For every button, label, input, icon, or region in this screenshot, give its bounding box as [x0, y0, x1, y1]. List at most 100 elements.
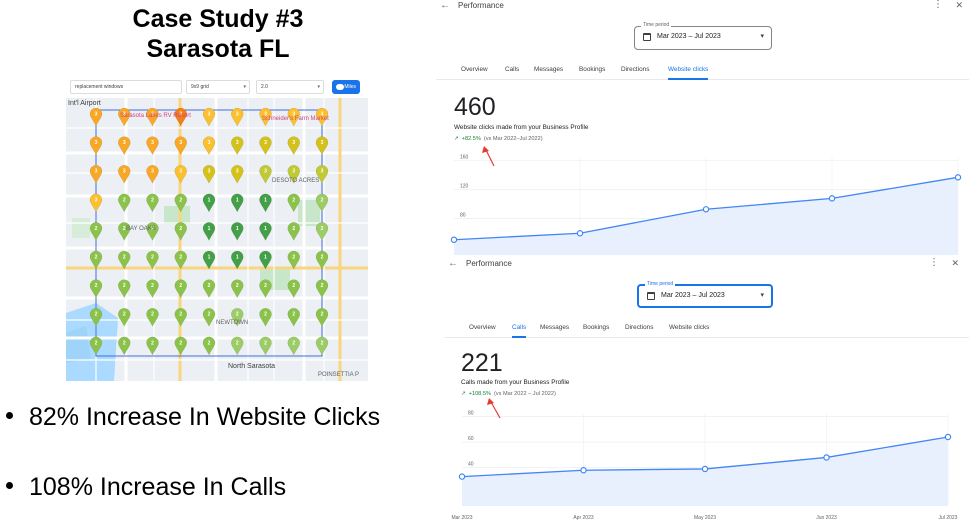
rank-pin[interactable]: 2 — [146, 336, 159, 356]
rank-pin[interactable]: 2 — [89, 336, 103, 356]
tab-directions[interactable]: Directions — [625, 324, 654, 331]
rank-pin[interactable]: 2 — [174, 222, 188, 241]
data-point[interactable] — [823, 454, 830, 461]
rank-pin[interactable]: 2 — [174, 336, 188, 356]
rank-pin[interactable]: 3 — [315, 164, 329, 184]
back-arrow-icon[interactable]: ← — [448, 258, 458, 269]
rank-pin[interactable]: 2 — [230, 279, 244, 299]
rank-pin[interactable]: 2 — [315, 307, 329, 327]
rank-pin[interactable]: 3 — [315, 136, 329, 156]
rank-pin[interactable]: 2 — [230, 336, 244, 356]
rank-pin[interactable]: 2 — [287, 279, 301, 299]
more-vert-icon[interactable]: ⋮ — [933, 0, 943, 10]
close-icon[interactable]: ✕ — [955, 0, 963, 10]
rank-pin[interactable]: 3 — [174, 107, 188, 127]
rank-pin[interactable]: 1 — [202, 222, 216, 241]
rank-pin[interactable]: 1 — [259, 222, 272, 241]
rank-pin[interactable]: 2 — [117, 193, 131, 213]
rank-pin[interactable]: 2 — [287, 307, 301, 327]
rank-pin[interactable]: 3 — [202, 107, 216, 127]
rank-pin[interactable]: 2 — [146, 307, 159, 327]
rank-pin[interactable]: 2 — [259, 336, 272, 356]
data-point[interactable] — [450, 236, 458, 243]
rank-pin[interactable]: 1 — [259, 250, 272, 270]
tab-calls[interactable]: Calls — [505, 66, 520, 73]
rank-pin[interactable]: 2 — [117, 279, 131, 299]
rank-pin[interactable]: 2 — [146, 193, 159, 213]
rank-pin[interactable]: 1 — [230, 250, 244, 270]
rank-pin[interactable]: 3 — [287, 136, 301, 156]
rank-pin[interactable]: 3 — [174, 164, 188, 184]
tab-calls[interactable]: Calls — [512, 322, 527, 338]
rank-pin[interactable]: 3 — [174, 136, 188, 156]
rank-pin[interactable]: 3 — [287, 107, 301, 127]
rank-pin[interactable]: 2 — [315, 250, 329, 270]
tab-messages[interactable]: Messages — [540, 324, 570, 331]
data-point[interactable] — [580, 467, 587, 474]
tab-bookings[interactable]: Bookings — [583, 324, 610, 331]
rank-pin[interactable]: 2 — [287, 336, 301, 356]
rank-pin[interactable]: 2 — [202, 279, 216, 299]
rank-pin[interactable]: 1 — [230, 222, 244, 241]
data-point[interactable] — [701, 465, 709, 473]
rank-pin[interactable]: 3 — [202, 164, 216, 184]
rank-pin[interactable]: 1 — [202, 193, 216, 213]
rank-pin[interactable]: 2 — [117, 336, 131, 356]
time-period-select[interactable]: Time period Mar 2023 – Jul 2023 ▾ — [634, 22, 772, 50]
time-period-select[interactable]: Time period Mar 2023 – Jul 2023 ▾ — [637, 281, 773, 308]
tab-overview[interactable]: Overview — [461, 66, 488, 73]
rank-pin[interactable]: 2 — [146, 250, 159, 270]
rank-pin[interactable]: 2 — [117, 222, 131, 241]
rank-pin[interactable]: 1 — [202, 250, 216, 270]
tab-overview[interactable]: Overview — [469, 324, 496, 331]
data-point[interactable] — [954, 174, 962, 181]
rank-pin[interactable]: 3 — [202, 136, 216, 156]
rank-pin[interactable]: 2 — [259, 307, 272, 327]
rank-pin[interactable]: 3 — [146, 164, 159, 184]
close-icon[interactable]: ✕ — [951, 258, 959, 268]
rank-pin[interactable]: 3 — [259, 164, 272, 184]
rank-pin[interactable]: 2 — [117, 250, 131, 270]
rank-pin[interactable]: 3 — [315, 107, 329, 127]
rank-pin[interactable]: 2 — [287, 222, 301, 241]
rank-pin[interactable]: 2 — [202, 336, 216, 356]
rank-pin[interactable]: 3 — [89, 107, 103, 127]
rank-pin[interactable]: 2 — [287, 250, 301, 270]
rank-pin[interactable]: 2 — [174, 279, 188, 299]
keyword-input[interactable]: replacement windows — [70, 80, 182, 94]
map-canvas[interactable]: 3 3 3 3 3 3 3 3 3 3 3 3 3 3 3 3 3 3 3 3 3 3 3 3 3 3 3 3 2 2 2 1 1 1 2 2 2 2 2 2… — [66, 98, 368, 381]
rank-pin[interactable]: 2 — [174, 307, 188, 327]
rank-pin[interactable]: 2 — [117, 307, 131, 327]
rank-pin[interactable]: 3 — [259, 107, 272, 127]
tab-website-clicks[interactable]: Website clicks — [669, 324, 710, 331]
rank-pin[interactable]: 3 — [117, 107, 131, 127]
data-point[interactable] — [702, 206, 710, 213]
tab-messages[interactable]: Messages — [534, 66, 564, 73]
distance-select[interactable]: 2.0 ▾ — [256, 80, 324, 94]
rank-pin[interactable]: 2 — [89, 279, 103, 299]
data-point[interactable] — [458, 473, 466, 480]
rank-pin[interactable]: 2 — [89, 222, 103, 241]
rank-pin[interactable]: 3 — [89, 136, 103, 156]
rank-pin[interactable]: 3 — [230, 164, 244, 184]
data-point[interactable] — [828, 195, 836, 202]
rank-pin[interactable]: 2 — [146, 279, 159, 299]
rank-pin[interactable]: 2 — [146, 222, 159, 241]
rank-pin[interactable]: 3 — [146, 136, 159, 156]
rank-pin[interactable]: 3 — [230, 136, 244, 156]
grid-size-select[interactable]: 9x9 grid ▾ — [186, 80, 250, 94]
rank-pin[interactable]: 3 — [117, 164, 131, 184]
rank-pin[interactable]: 2 — [230, 307, 244, 327]
units-toggle-button[interactable]: Miles — [332, 80, 360, 94]
rank-pin[interactable]: 1 — [230, 193, 244, 213]
back-arrow-icon[interactable]: ← — [440, 0, 450, 11]
rank-pin[interactable]: 3 — [230, 107, 244, 127]
rank-pin[interactable]: 3 — [89, 193, 103, 213]
rank-pin[interactable]: 2 — [315, 279, 329, 299]
rank-pin[interactable]: 2 — [89, 307, 103, 327]
rank-pin[interactable]: 3 — [89, 164, 103, 184]
data-point[interactable] — [944, 433, 952, 441]
rank-pin[interactable]: 1 — [259, 193, 272, 213]
rank-pin[interactable]: 3 — [287, 164, 301, 184]
tab-bookings[interactable]: Bookings — [579, 66, 606, 73]
